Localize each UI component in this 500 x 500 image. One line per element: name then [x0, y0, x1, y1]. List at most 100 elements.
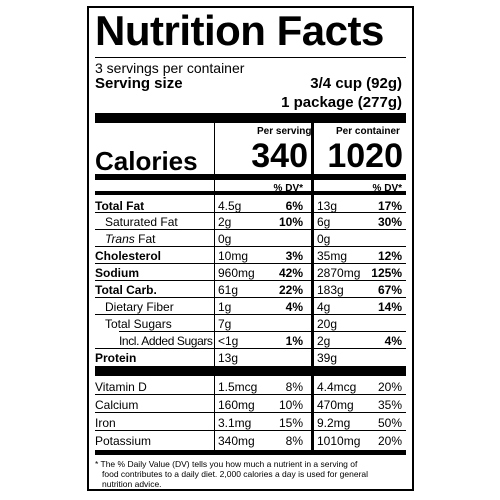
row-divider	[95, 314, 406, 315]
dv-per-container: 17%	[377, 199, 402, 213]
row-divider	[95, 280, 406, 281]
amount-per-serving: 1.5mcg	[218, 380, 258, 394]
nutrient-name: Total Carb.	[95, 283, 157, 297]
amount-per-container: 35mg	[317, 249, 348, 263]
amount-per-serving: <1g	[218, 334, 239, 348]
amount-per-serving: 10mg	[218, 249, 249, 263]
dv-per-container: 125%	[371, 266, 402, 280]
dv-per-serving: 42%	[278, 266, 303, 280]
dv-per-container: 67%	[377, 283, 402, 297]
row-divider	[119, 331, 406, 332]
amount-per-serving: 960mg	[218, 266, 255, 280]
amount-per-container: 2g	[317, 334, 331, 348]
nutrient-name: Incl. Added Sugars	[119, 334, 213, 348]
dv-divider	[95, 191, 406, 195]
column-divider	[214, 180, 215, 366]
amount-per-container: 6g	[317, 215, 331, 229]
amount-per-container: 39g	[317, 351, 338, 365]
footnote-line: food contributes to a daily diet. 2,000 …	[102, 469, 369, 479]
row-divider	[95, 246, 406, 247]
divider	[95, 57, 406, 58]
calories-per-serving: 340	[251, 137, 308, 175]
serving-size-label: Serving size	[95, 75, 183, 92]
nutrient-name: Saturated Fat	[105, 215, 178, 229]
dv-per-serving: 10%	[278, 398, 303, 412]
serving-size-value: 3/4 cup (92g)	[310, 75, 402, 92]
amount-per-container: 0g	[317, 232, 331, 246]
nutrition-facts-label: Nutrition Facts 3 servings per container…	[87, 6, 414, 491]
nutrient-name: Trans Fat	[105, 233, 155, 245]
trans-italic: Trans	[105, 232, 135, 246]
nutrient-name: Total Fat	[95, 199, 145, 213]
amount-per-serving: 0g	[218, 232, 232, 246]
row-divider	[95, 430, 406, 431]
row-divider	[95, 229, 406, 230]
column-divider	[214, 376, 215, 450]
dv-per-container: 12%	[377, 249, 402, 263]
amount-per-container: 470mg	[317, 398, 354, 412]
dv-per-container: 50%	[377, 416, 402, 430]
trans-rest: Fat	[134, 232, 156, 246]
amount-per-container: 183g	[317, 283, 344, 297]
dv-per-container: 35%	[377, 398, 402, 412]
nutrient-name: Cholesterol	[95, 249, 162, 263]
amount-per-serving: 4.5g	[218, 199, 242, 213]
dv-per-serving: 10%	[278, 215, 303, 229]
dv-header-serving: % DV*	[273, 183, 303, 194]
nutrient-name: Dietary Fiber	[105, 300, 174, 314]
row-divider	[95, 263, 406, 264]
row-divider	[95, 348, 406, 349]
column-divider-thick	[311, 376, 314, 450]
amount-per-serving: 7g	[218, 317, 232, 331]
dv-per-serving: 1%	[285, 334, 303, 348]
amount-per-serving: 160mg	[218, 398, 255, 412]
dv-per-serving: 8%	[285, 380, 303, 394]
thick-divider	[95, 366, 406, 376]
amount-per-serving: 3.1mg	[218, 416, 252, 430]
amount-per-serving: 1g	[218, 300, 232, 314]
label-title: Nutrition Facts	[95, 7, 384, 54]
vitamin-name: Vitamin D	[95, 380, 147, 394]
dv-per-container: 20%	[377, 434, 402, 448]
thick-divider	[95, 113, 406, 123]
footnote-divider	[95, 450, 406, 455]
amount-per-serving: 13g	[218, 351, 239, 365]
vitamin-name: Calcium	[95, 398, 139, 412]
dv-per-serving: 15%	[278, 416, 303, 430]
amount-per-container: 20g	[317, 317, 338, 331]
nutrient-name: Protein	[95, 351, 137, 365]
amount-per-container: 1010mg	[317, 434, 361, 448]
amount-per-container: 2870mg	[317, 266, 361, 280]
row-divider	[95, 212, 406, 213]
row-divider	[95, 394, 406, 395]
dv-per-container: 14%	[377, 300, 402, 314]
vitamin-name: Potassium	[95, 434, 152, 448]
row-divider	[95, 297, 406, 298]
vitamin-name: Iron	[95, 416, 116, 430]
dv-per-serving: 22%	[278, 283, 303, 297]
calories-label: Calories	[95, 146, 198, 176]
dv-per-serving: 8%	[285, 434, 303, 448]
amount-per-container: 13g	[317, 199, 338, 213]
col-per-container: Per container	[336, 126, 400, 137]
amount-per-serving: 61g	[218, 283, 239, 297]
package-size-value: 1 package (277g)	[281, 94, 402, 111]
nutrient-name: Sodium	[95, 266, 139, 280]
column-divider	[214, 123, 215, 185]
dv-per-serving: 3%	[285, 249, 303, 263]
dv-per-container: 4%	[384, 334, 402, 348]
dv-per-container: 20%	[377, 380, 402, 394]
column-divider-thick	[311, 180, 314, 366]
amount-per-container: 4.4mcg	[317, 380, 357, 394]
footnote-line: * The % Daily Value (DV) tells you how m…	[95, 459, 358, 469]
dv-per-container: 30%	[377, 215, 402, 229]
amount-per-container: 9.2mg	[317, 416, 351, 430]
row-divider	[95, 412, 406, 413]
dv-header-container: % DV*	[372, 183, 402, 194]
servings-per-container: 3 servings per container	[95, 60, 245, 76]
column-divider-thick	[311, 123, 314, 185]
amount-per-container: 4g	[317, 300, 331, 314]
calories-divider	[95, 174, 406, 180]
nutrient-name: Total Sugars	[105, 317, 172, 331]
col-per-serving: Per serving	[257, 126, 312, 137]
